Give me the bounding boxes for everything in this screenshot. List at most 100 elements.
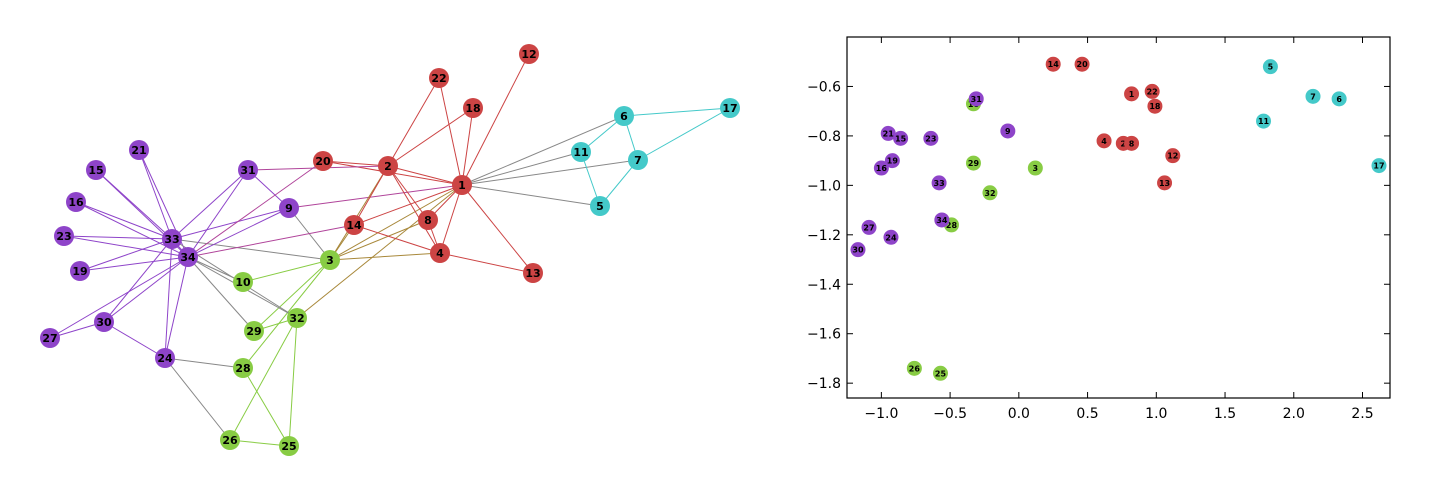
y-tick-label: −1.8: [807, 376, 841, 392]
y-tick-label: −0.6: [807, 79, 841, 95]
scatter-point-7: 7: [1305, 88, 1321, 104]
graph-node-label: 26: [222, 434, 238, 447]
graph-node-8: 8: [418, 210, 438, 230]
graph-node-circle: [66, 192, 86, 212]
scatter-point-9: 9: [1000, 123, 1016, 139]
edge-27-34: [49, 256, 189, 339]
scatter-point-marker: [850, 242, 866, 258]
graph-node-label: 31: [240, 164, 255, 177]
scatter-point-marker: [1165, 148, 1181, 164]
scatter-point-marker: [932, 365, 948, 381]
scatter-point-29: 29: [965, 155, 981, 171]
scatter-point-marker: [982, 185, 998, 201]
scatter-point-marker: [1147, 98, 1163, 114]
edge-2-14: [353, 165, 389, 226]
scatter-point-25: 25: [932, 365, 948, 381]
edge-1-7: [461, 159, 639, 186]
graph-node-9: 9: [279, 198, 299, 218]
graph-node-circle: [279, 436, 299, 456]
scatter-point-label: 22: [1147, 87, 1158, 96]
scatter-point-label: 16: [876, 164, 888, 173]
scatter-point-marker: [883, 229, 899, 245]
graph-node-label: 3: [326, 254, 334, 267]
graph-node-33: 33: [162, 229, 182, 249]
x-tick-label: 0.5: [1076, 406, 1098, 422]
scatter-point-label: 19: [887, 157, 899, 166]
edge-1-14: [353, 184, 463, 226]
edge-1-2: [387, 165, 463, 186]
graph-node-label: 25: [281, 440, 296, 453]
edge-3-10: [242, 259, 331, 283]
graph-node-circle: [155, 348, 175, 368]
scatter-point-label: 4: [1101, 137, 1107, 146]
graph-node-label: 12: [521, 48, 536, 61]
edge-1-3: [329, 184, 463, 261]
scatter-point-label: 18: [1149, 102, 1161, 111]
edge-1-13: [461, 184, 534, 274]
graph-node-circle: [233, 272, 253, 292]
graph-node-label: 20: [315, 155, 331, 168]
edge-1-22: [438, 77, 463, 186]
graph-node-label: 27: [42, 332, 57, 345]
graph-node-11: 11: [571, 142, 591, 162]
edge-25-32: [288, 317, 298, 447]
scatter-point-label: 20: [1077, 60, 1089, 69]
scatter-point-label: 29: [968, 159, 980, 168]
edge-1-4: [439, 184, 463, 254]
edge-1-5: [461, 184, 601, 207]
scatter-point-label: 27: [863, 223, 874, 232]
graph-node-label: 10: [235, 276, 251, 289]
scatter-point-15: 15: [893, 130, 909, 146]
graph-node-circle: [40, 328, 60, 348]
edge-2-8: [387, 165, 429, 221]
graph-node-label: 33: [164, 233, 179, 246]
scatter-point-marker: [934, 212, 950, 228]
graph-node-label: 11: [573, 146, 588, 159]
edge-30-33: [103, 238, 173, 323]
edge-2-20: [322, 160, 389, 167]
scatter-point-label: 24: [885, 233, 897, 242]
edge-24-34: [164, 256, 189, 359]
edge-29-34: [187, 256, 255, 332]
graph-node-label: 6: [620, 110, 628, 123]
scatter-point-label: 7: [1310, 92, 1316, 101]
scatter-point-17: 17: [1371, 158, 1387, 174]
scatter-point-1: 1: [1124, 86, 1140, 102]
graph-node-5: 5: [590, 196, 610, 216]
edge-19-33: [79, 238, 173, 272]
graph-node-17: 17: [720, 98, 740, 118]
graph-node-22: 22: [429, 68, 449, 88]
graph-node-circle: [571, 142, 591, 162]
edge-3-29: [253, 259, 331, 332]
scatter-point-marker: [968, 91, 984, 107]
graph-node-circle: [590, 196, 610, 216]
scatter-point-4: 4: [1096, 133, 1112, 149]
scatter-point-label: 34: [936, 216, 948, 225]
edge-16-33: [75, 201, 173, 240]
scatter-point-marker: [893, 130, 909, 146]
graph-node-30: 30: [94, 312, 114, 332]
graph-node-circle: [238, 160, 258, 180]
graph-node-25: 25: [279, 436, 299, 456]
graph-node-12: 12: [519, 44, 539, 64]
edge-7-17: [637, 107, 731, 161]
scatter-point-label: 13: [1159, 179, 1170, 188]
scatter-point-label: 11: [1258, 117, 1270, 126]
edge-20-34: [187, 160, 324, 258]
edge-25-28: [242, 367, 290, 447]
edge-1-12: [461, 53, 530, 186]
graph-node-label: 15: [88, 164, 103, 177]
scatter-point-label: 14: [1048, 60, 1060, 69]
graph-node-19: 19: [70, 261, 90, 281]
scatter-point-marker: [1124, 86, 1140, 102]
graph-node-label: 29: [246, 325, 261, 338]
graph-node-label: 32: [289, 312, 304, 325]
scatter-point-marker: [1157, 175, 1173, 191]
edge-3-4: [329, 252, 441, 261]
scatter-point-32: 32: [982, 185, 998, 201]
graph-node-circle: [129, 140, 149, 160]
edge-1-11: [461, 151, 582, 186]
scatter-point-24: 24: [883, 229, 899, 245]
scatter-point-marker: [931, 175, 947, 191]
graph-node-3: 3: [320, 250, 340, 270]
